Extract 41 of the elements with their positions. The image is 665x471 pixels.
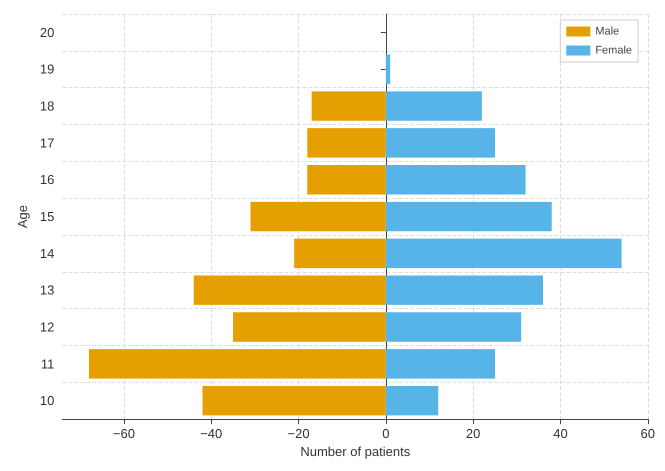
x-tick-label: 20 — [466, 426, 480, 442]
y-tick-label: 18 — [40, 98, 54, 114]
bar — [386, 312, 522, 342]
y-tick-label: 16 — [40, 172, 54, 188]
bar — [386, 349, 495, 379]
y-tick-label: 11 — [40, 356, 54, 372]
bar — [307, 164, 386, 194]
bar — [307, 128, 386, 158]
legend-label: Female — [595, 44, 632, 56]
bar — [386, 386, 438, 416]
y-tick-label: 13 — [40, 282, 54, 298]
y-tick-label: 12 — [40, 320, 54, 335]
bar — [202, 386, 386, 416]
x-tick-label: 0 — [382, 426, 390, 442]
y-tick-label: 10 — [40, 393, 54, 408]
bar — [312, 91, 386, 121]
bar — [233, 312, 386, 342]
legend-label: Male — [595, 26, 620, 38]
bar — [386, 54, 390, 84]
bar — [386, 164, 526, 194]
y-tick-label: 14 — [40, 246, 54, 261]
y-tick-label: 19 — [40, 62, 54, 77]
x-tick-label: −40 — [200, 426, 222, 442]
x-axis-title: Number of patients — [300, 444, 411, 459]
bar — [194, 275, 386, 305]
y-tick-label: 15 — [40, 209, 54, 224]
x-tick-label: 40 — [553, 426, 568, 442]
bar — [386, 202, 552, 232]
y-axis-title: Age — [15, 204, 30, 228]
x-tick-label: 60 — [640, 426, 656, 442]
x-tick-label: −20 — [288, 426, 310, 442]
bar — [386, 128, 495, 158]
bar — [88, 349, 386, 379]
bar — [294, 238, 386, 268]
bar — [386, 275, 544, 305]
y-tick-label: 17 — [40, 135, 54, 150]
bar — [386, 91, 482, 121]
bar — [250, 202, 386, 232]
bar — [386, 238, 622, 268]
x-tick-label: −60 — [112, 426, 135, 442]
y-tick-label: 20 — [40, 24, 54, 40]
